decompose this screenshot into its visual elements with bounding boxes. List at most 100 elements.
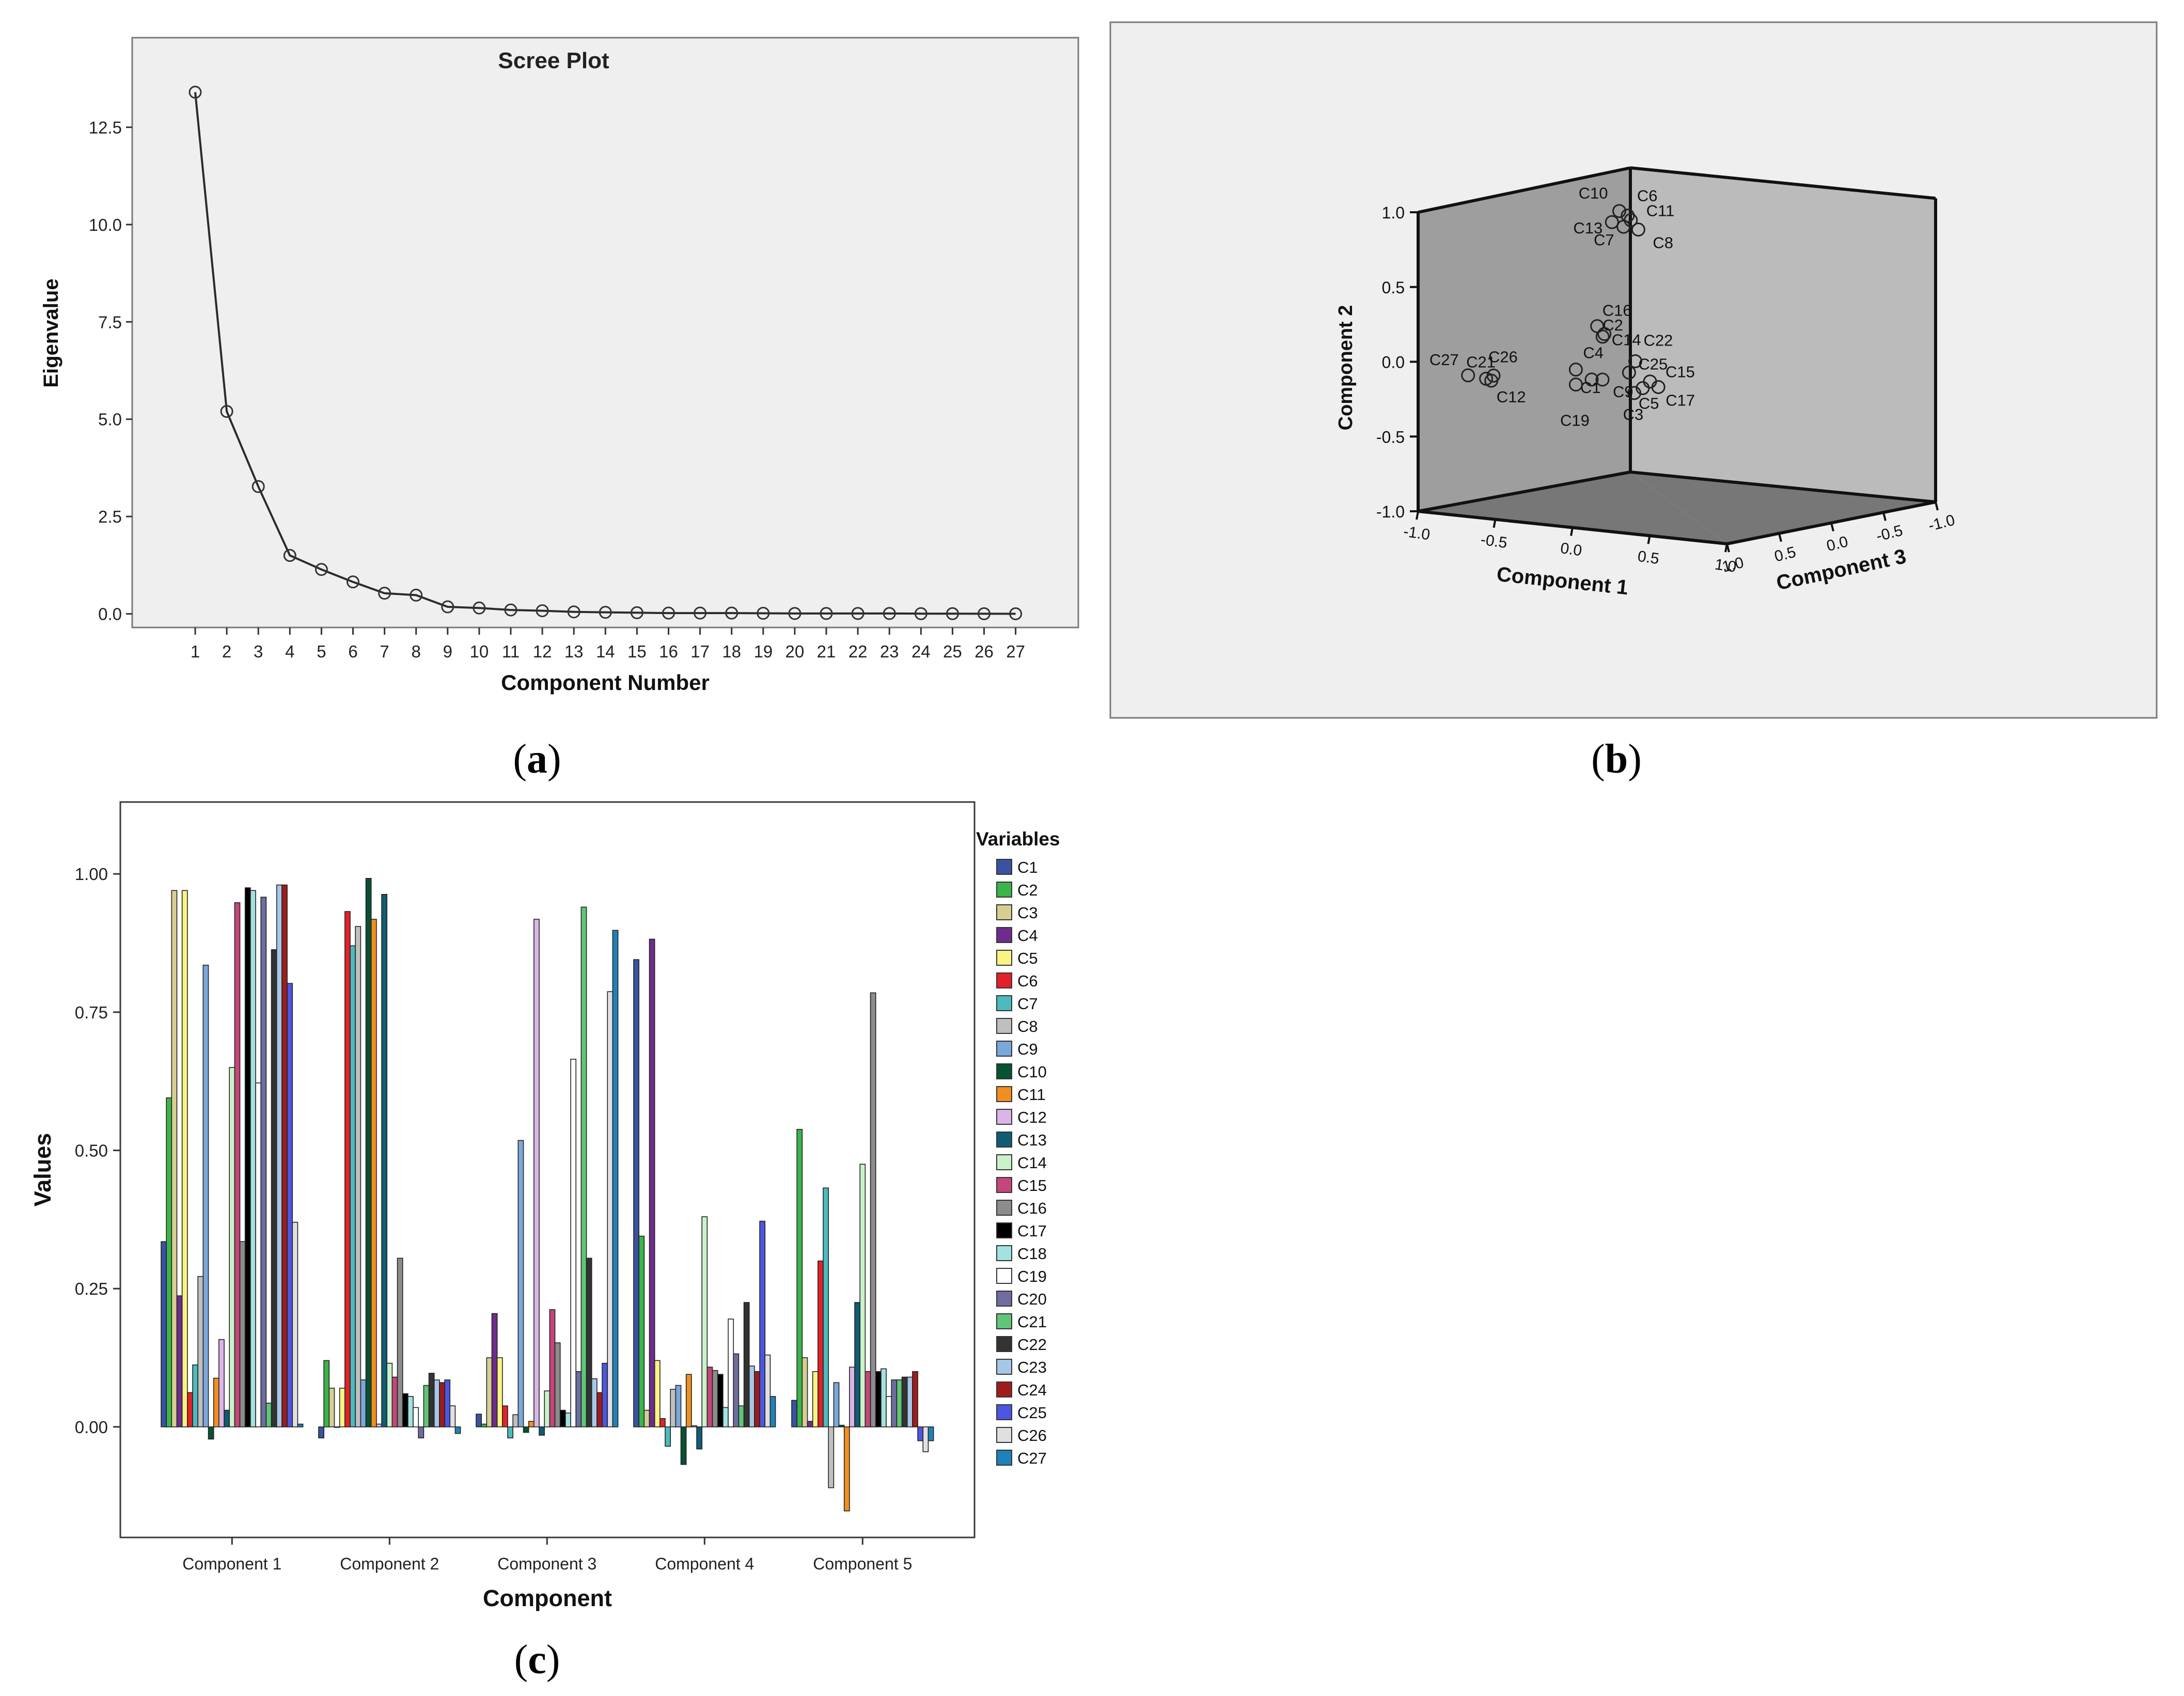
loadings-bar: [260, 897, 267, 1427]
loadings-bar: [318, 1426, 324, 1439]
loadings-bar: [187, 1392, 193, 1427]
cube-edge: [1418, 166, 1631, 214]
loadings-bar: [823, 1187, 829, 1427]
legend-label: C18: [1017, 1245, 1047, 1263]
loadings-bar: [875, 1371, 882, 1427]
loadings-bar: [870, 992, 876, 1427]
component-point-label: C14: [1612, 331, 1641, 349]
scree-point: [441, 600, 454, 614]
panel-label-b-open: (: [1591, 736, 1605, 782]
legend-label: C23: [1017, 1358, 1047, 1376]
loadings-bar: [166, 1097, 172, 1427]
scree-x-tick-label: 6: [348, 642, 357, 661]
scree-point: [315, 563, 328, 576]
component-point-label: C19: [1560, 412, 1590, 430]
cube-left-wall: [1418, 168, 1630, 511]
scree-y-axis-label: Eigenvalue: [40, 278, 62, 387]
legend-swatch: [996, 995, 1012, 1011]
scree-point: [788, 607, 802, 620]
loadings-bar: [802, 1357, 808, 1427]
scree-x-tick-label: 10: [470, 642, 489, 661]
legend-label: C8: [1017, 1017, 1038, 1035]
legend-swatch: [996, 1154, 1012, 1170]
component-point-label: C8: [1653, 234, 1673, 252]
loadings-bar: [833, 1382, 840, 1427]
legend-swatch: [996, 1404, 1012, 1420]
loadings-bar: [224, 1409, 230, 1427]
loadings-bar: [865, 1371, 871, 1427]
scree-point: [283, 549, 296, 562]
component-1-tick-label: 0.5: [1637, 548, 1660, 568]
loadings-bar: [796, 1129, 803, 1427]
loadings-bar: [192, 1364, 198, 1427]
loadings-x-tick-label: Component 5: [813, 1554, 912, 1573]
loadings-bar: [638, 1235, 645, 1427]
legend-label: C12: [1017, 1108, 1047, 1126]
component-point-label: C15: [1666, 363, 1695, 381]
panel-label-b-letter: b: [1605, 736, 1628, 782]
scree-point: [410, 588, 423, 602]
loadings-bar: [738, 1405, 745, 1427]
legend-label: C15: [1017, 1176, 1047, 1195]
scree-x-tick-label: 3: [254, 642, 263, 661]
loadings-bar: [670, 1389, 677, 1427]
scree-point: [567, 605, 580, 619]
legend-label: C25: [1017, 1404, 1047, 1422]
loadings-bar: [197, 1276, 204, 1427]
cube-edge: [1630, 470, 1936, 504]
loadings-bar: [733, 1353, 740, 1427]
component-point: [1627, 386, 1642, 400]
loadings-x-axis-label: Component: [483, 1585, 612, 1611]
legend-swatch: [996, 1086, 1012, 1102]
legend-swatch: [996, 1336, 1012, 1352]
component-point-label: C1: [1580, 379, 1601, 397]
component-point-label: C3: [1623, 405, 1644, 423]
panel-label-c-open: (: [514, 1637, 528, 1683]
scree-point: [725, 606, 739, 620]
loadings-bar: [391, 1376, 398, 1427]
component-point: [1631, 223, 1645, 237]
panel-label-c-close: ): [546, 1637, 560, 1683]
loadings-bar: [323, 1360, 330, 1427]
loadings-bar: [244, 887, 251, 1427]
legend-swatch: [996, 859, 1012, 875]
scree-point: [347, 575, 359, 589]
loadings-bar: [271, 949, 277, 1427]
component-3-tick: [1830, 523, 1834, 531]
legend-swatch: [996, 1132, 1012, 1148]
loadings-bar: [297, 1423, 304, 1427]
scree-plot-title: Scree Plot: [498, 48, 609, 73]
loadings-bar: [171, 890, 178, 1427]
loadings-bar: [680, 1426, 687, 1465]
scree-point: [630, 606, 643, 619]
component-2-tick-label: -0.5: [1376, 428, 1405, 446]
component-point: [1636, 381, 1650, 395]
loadings-bar: [208, 1426, 214, 1440]
loadings-bar: [565, 1412, 571, 1427]
loadings-bar: [239, 1241, 246, 1427]
loadings-bar: [928, 1426, 934, 1441]
legend-label: C7: [1017, 995, 1038, 1013]
legend-label: C1: [1017, 858, 1038, 876]
loadings-bar: [896, 1379, 903, 1427]
legend-swatch: [996, 1200, 1012, 1216]
legend-label: C11: [1017, 1086, 1046, 1104]
legend-swatch: [996, 904, 1012, 920]
component-point-label: C17: [1666, 391, 1695, 410]
loadings-bar: [728, 1318, 734, 1427]
loadings-bar: [886, 1396, 892, 1427]
scree-x-tick-label: 4: [285, 642, 294, 661]
component-point-label: C10: [1579, 184, 1608, 202]
legend-swatch: [996, 1177, 1012, 1193]
scree-x-tick-label: 22: [849, 642, 868, 661]
legend-swatch: [996, 1222, 1012, 1238]
scree-x-axis-label: Component Number: [501, 670, 710, 695]
scree-point: [378, 587, 391, 600]
loadings-bar: [265, 1403, 272, 1427]
loadings-bar: [360, 1379, 367, 1427]
scree-point: [220, 405, 233, 418]
loadings-legend: Variables C1 C2 C3 C4 C5 C6 C7 C8 C9 C10 C11 C12 C13…: [976, 828, 1060, 1467]
loadings-bar: [439, 1382, 445, 1427]
component-point: [1628, 354, 1642, 368]
